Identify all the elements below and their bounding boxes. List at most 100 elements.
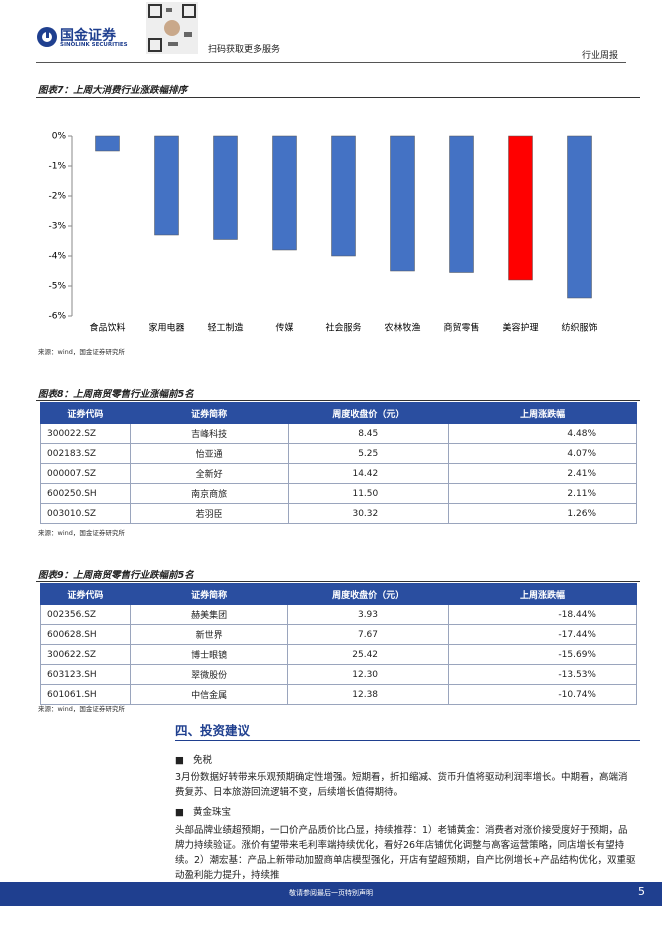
- cell: 翠微股份: [129, 664, 289, 685]
- bar: [154, 135, 179, 236]
- x-tick-label: 农林牧渔: [384, 322, 420, 334]
- cell: 002356.SZ: [40, 604, 131, 625]
- row: 002183.SZ 怡亚通 5.25 4.07%: [40, 443, 637, 464]
- cell: 25.42: [287, 644, 450, 665]
- cell: 若羽臣: [129, 503, 289, 524]
- footer-disclaimer: 敬请参阅最后一页特别声明: [289, 889, 373, 897]
- cell: 12.38: [287, 684, 450, 705]
- cell: -17.44%: [448, 624, 637, 645]
- bar: [331, 135, 356, 257]
- cell: 600628.SH: [40, 624, 131, 645]
- bar: [95, 135, 120, 152]
- cell: 博士眼镜: [129, 644, 289, 665]
- cell: 全新好: [129, 463, 289, 484]
- row: 603123.SH 翠微股份 12.30 -13.53%: [40, 664, 637, 685]
- cell: 南京商旅: [129, 483, 289, 504]
- cell: 603123.SH: [40, 664, 131, 685]
- x-tick-label: 传媒: [275, 322, 293, 334]
- source: 来源：wind，国金证券研究所: [38, 705, 125, 713]
- bar: [272, 135, 297, 251]
- figure-title: 图表7：上周大消费行业涨跌幅排序: [38, 85, 188, 96]
- cell: 2.41%: [448, 463, 637, 484]
- row: 003010.SZ 若羽臣 30.32 1.26%: [40, 503, 637, 524]
- cell: 8.45: [287, 423, 450, 444]
- column-header: 证券简称: [129, 583, 289, 605]
- section-label: 行业周报: [582, 51, 619, 61]
- row: 000007.SZ 全新好 14.42 2.41%: [40, 463, 637, 484]
- cell: 601061.SH: [40, 684, 131, 705]
- paragraph: 头部品牌业绩超预期，一口价产品质价比凸显，持续推荐：1）老铺黄金：消费者对涨价接…: [175, 825, 636, 881]
- figure-rule: [36, 97, 640, 98]
- cell: 5.25: [287, 443, 450, 464]
- source: 来源：wind，国金证券研究所: [38, 529, 125, 537]
- y-tick-label: 0%: [52, 132, 67, 142]
- row: 002356.SZ 赫美集团 3.93 -18.44%: [40, 604, 637, 625]
- chart: 0% -1% -2% -3% -4% -5% -6% 食品饮料 家用电器 轻工制造 传媒 社会服务 农林…: [48, 132, 597, 334]
- qr-code: [146, 2, 198, 54]
- x-tick-label: 美容护理: [502, 322, 538, 334]
- logo-icon: [37, 27, 57, 47]
- header-row: 证券代码 证券简称 周度收盘价（元） 上周涨跌幅: [40, 583, 637, 605]
- bar: [390, 135, 415, 272]
- cell: 002183.SZ: [40, 443, 131, 464]
- column-header: 周度收盘价（元）: [287, 583, 450, 605]
- page-number: 5: [638, 885, 645, 898]
- cell: 300622.SZ: [40, 644, 131, 665]
- header-row: 证券代码 证券简称 周度收盘价（元） 上周涨跌幅: [40, 402, 637, 424]
- y-tick-label: -4%: [48, 252, 66, 262]
- header-rule: [36, 62, 626, 63]
- bullet: ■ 免税: [175, 755, 213, 766]
- cell: 2.11%: [448, 483, 637, 504]
- cell: 吉峰科技: [129, 423, 289, 444]
- y-tick-label: -5%: [48, 282, 66, 292]
- column-header: 证券代码: [40, 583, 131, 605]
- cell: 12.30: [287, 664, 450, 685]
- cell: 11.50: [287, 483, 450, 504]
- row: 600628.SH 新世界 7.67 -17.44%: [40, 624, 637, 645]
- cell: -18.44%: [448, 604, 637, 625]
- table-rule: [36, 400, 640, 401]
- bar: [567, 135, 592, 299]
- y-tick-label: -6%: [48, 312, 66, 322]
- x-tick-label: 社会服务: [325, 322, 361, 334]
- column-header: 证券简称: [129, 402, 289, 424]
- bullet-title: 免税: [193, 755, 213, 766]
- cell: 003010.SZ: [40, 503, 131, 524]
- column-header: 证券代码: [40, 402, 131, 424]
- cell: 14.42: [287, 463, 450, 484]
- logo-en: SINOLINK SECURITIES: [60, 42, 128, 48]
- y-tick-label: -1%: [48, 162, 66, 172]
- section-rule: [175, 740, 640, 741]
- table-rule: [36, 581, 640, 582]
- section-heading: 四、投资建议: [175, 723, 251, 738]
- paragraph: 3月份数据好转带来乐观预期确定性增强。短期看，折扣缩减、货币升值将驱动利润率增长…: [175, 772, 628, 798]
- cell: 300022.SZ: [40, 423, 131, 444]
- x-tick-label: 商贸零售: [443, 322, 479, 334]
- row: 600250.SH 南京商旅 11.50 2.11%: [40, 483, 637, 504]
- x-tick-label: 家用电器: [148, 322, 184, 334]
- bullet: ■ 黄金珠宝: [175, 807, 232, 818]
- x-tick-label: 食品饮料: [89, 322, 125, 334]
- cell: 赫美集团: [129, 604, 289, 625]
- table: 证券代码 证券简称 周度收盘价（元） 上周涨跌幅 002356.SZ 赫美集团 3.93 -1…: [40, 583, 637, 705]
- x-tick-label: 纺织服饰: [561, 322, 597, 334]
- cell: 7.67: [287, 624, 450, 645]
- bar: [508, 135, 533, 281]
- cell: -13.53%: [448, 664, 637, 685]
- qr-text: 扫码获取更多服务: [208, 45, 281, 55]
- cell: -15.69%: [448, 644, 637, 665]
- table-title: 图表8：上周商贸零售行业涨幅前5名: [38, 389, 194, 400]
- cell: 4.48%: [448, 423, 637, 444]
- source: 来源：wind，国金证券研究所: [38, 348, 125, 356]
- table: 证券代码 证券简称 周度收盘价（元） 上周涨跌幅 300022.SZ 吉峰科技 8.45 4.…: [40, 402, 637, 524]
- column-header: 周度收盘价（元）: [287, 402, 450, 424]
- bullet-title: 黄金珠宝: [193, 807, 232, 818]
- cell: 新世界: [129, 624, 289, 645]
- cell: -10.74%: [448, 684, 637, 705]
- table-title: 图表9：上周商贸零售行业跌幅前5名: [38, 570, 194, 581]
- footer-bar: [0, 882, 662, 906]
- cell: 1.26%: [448, 503, 637, 524]
- column-header: 上周涨跌幅: [448, 402, 637, 424]
- logo-cn: 国金证券: [60, 28, 116, 44]
